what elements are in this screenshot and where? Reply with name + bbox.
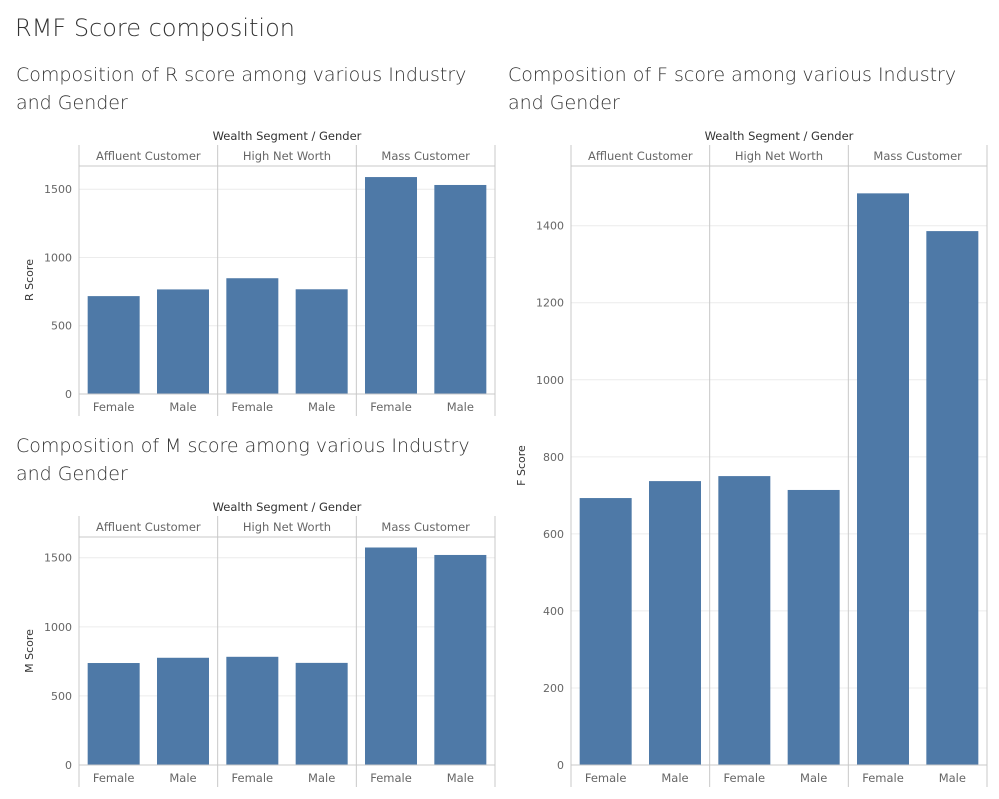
f-ytick-label: 0 bbox=[557, 759, 564, 772]
r-category-label: Male bbox=[447, 400, 474, 414]
m-column-header: Wealth Segment / Gender bbox=[213, 500, 362, 514]
r-chart-title: Composition of R score among various Ind… bbox=[16, 64, 467, 114]
f-ytick-label: 800 bbox=[543, 451, 564, 464]
m-ytick-label: 1500 bbox=[44, 552, 72, 565]
r-group-label: Affluent Customer bbox=[96, 149, 201, 163]
m-y-axis-label: M Score bbox=[23, 629, 36, 673]
f-ytick-label: 200 bbox=[543, 682, 564, 695]
r-bar bbox=[295, 289, 348, 394]
f-bar bbox=[579, 498, 632, 765]
r-bar bbox=[87, 296, 140, 394]
f-bar bbox=[926, 231, 979, 765]
r-column-header: Wealth Segment / Gender bbox=[213, 129, 362, 143]
f-group-label: High Net Worth bbox=[735, 149, 823, 163]
f-category-label: Female bbox=[862, 771, 904, 785]
m-chart-title: Composition of M score among various Ind… bbox=[16, 435, 470, 485]
m-group-label: Affluent Customer bbox=[96, 520, 201, 534]
m-bar bbox=[157, 657, 209, 765]
r-ytick-label: 1500 bbox=[44, 183, 72, 196]
m-group-label: High Net Worth bbox=[243, 520, 331, 534]
dashboard-title: RMF Score composition bbox=[15, 14, 295, 42]
r-category-label: Male bbox=[169, 400, 196, 414]
f-category-label: Female bbox=[585, 771, 627, 785]
m-bar bbox=[87, 663, 140, 765]
m-bar bbox=[295, 662, 348, 765]
f-y-axis-label: F Score bbox=[515, 445, 528, 486]
f-category-label: Female bbox=[724, 771, 766, 785]
r-bar bbox=[434, 184, 487, 394]
r-ytick-label: 1000 bbox=[44, 251, 72, 264]
r-category-label: Female bbox=[232, 400, 274, 414]
f-bar bbox=[718, 476, 771, 765]
f-category-label: Male bbox=[939, 771, 966, 785]
f-chart-title: Composition of F score among various Ind… bbox=[508, 64, 957, 114]
m-bar bbox=[365, 547, 417, 765]
m-bar bbox=[434, 554, 487, 765]
f-category-label: Male bbox=[661, 771, 688, 785]
r-bar bbox=[157, 289, 209, 394]
r-group-label: Mass Customer bbox=[381, 149, 470, 163]
m-category-label: Female bbox=[93, 771, 135, 785]
m-category-label: Female bbox=[232, 771, 274, 785]
f-column-header: Wealth Segment / Gender bbox=[705, 129, 854, 143]
r-ytick-label: 0 bbox=[65, 388, 72, 401]
m-category-label: Male bbox=[308, 771, 335, 785]
m-group-label: Mass Customer bbox=[381, 520, 470, 534]
r-group-label: High Net Worth bbox=[243, 149, 331, 163]
f-ytick-label: 1200 bbox=[536, 297, 564, 310]
m-category-label: Male bbox=[447, 771, 474, 785]
f-bar bbox=[857, 193, 909, 765]
f-bar bbox=[649, 481, 701, 765]
f-ytick-label: 600 bbox=[543, 528, 564, 541]
r-ytick-label: 500 bbox=[51, 320, 72, 333]
f-group-label: Mass Customer bbox=[873, 149, 962, 163]
r-category-label: Female bbox=[93, 400, 135, 414]
f-group-label: Affluent Customer bbox=[588, 149, 693, 163]
m-ytick-label: 500 bbox=[51, 690, 72, 703]
f-bar bbox=[787, 489, 840, 765]
f-ytick-label: 400 bbox=[543, 605, 564, 618]
f-ytick-label: 1000 bbox=[536, 374, 564, 387]
m-bar bbox=[226, 656, 279, 765]
f-category-label: Male bbox=[800, 771, 827, 785]
m-category-label: Female bbox=[370, 771, 412, 785]
r-bar bbox=[226, 278, 279, 394]
r-bar bbox=[365, 177, 417, 394]
f-ytick-label: 1400 bbox=[536, 220, 564, 233]
r-category-label: Male bbox=[308, 400, 335, 414]
m-ytick-label: 0 bbox=[65, 759, 72, 772]
r-category-label: Female bbox=[370, 400, 412, 414]
m-category-label: Male bbox=[169, 771, 196, 785]
r-y-axis-label: R Score bbox=[23, 259, 36, 301]
m-ytick-label: 1000 bbox=[44, 621, 72, 634]
